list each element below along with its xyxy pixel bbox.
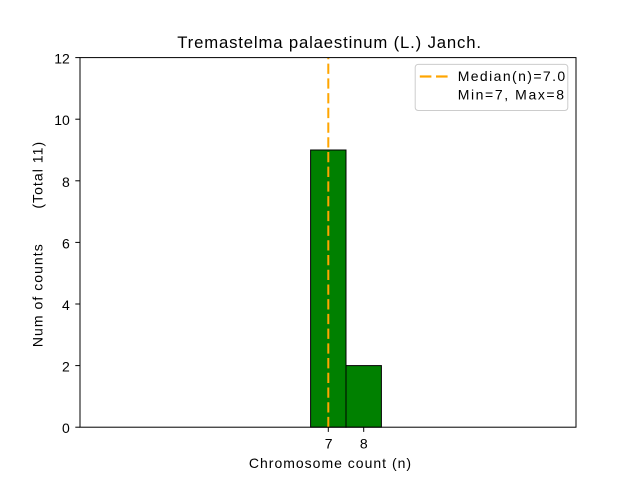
svg-text:12: 12: [54, 51, 70, 67]
svg-text:10: 10: [54, 112, 70, 128]
svg-text:2: 2: [62, 359, 70, 375]
svg-text:Chromosome count (n): Chromosome count (n): [249, 455, 412, 471]
svg-text:6: 6: [62, 235, 70, 251]
svg-text:Num of counts (Total 11): Num of counts (Total 11): [30, 141, 46, 347]
svg-text:8: 8: [62, 174, 70, 190]
svg-text:Min=7, Max=8: Min=7, Max=8: [458, 86, 566, 102]
svg-text:7: 7: [325, 435, 333, 451]
svg-text:0: 0: [62, 420, 70, 436]
svg-text:Tremastelma palaestinum (L.) J: Tremastelma palaestinum (L.) Janch.: [177, 33, 482, 52]
svg-text:Median(n)=7.0: Median(n)=7.0: [458, 68, 567, 84]
svg-text:4: 4: [62, 297, 70, 313]
svg-text:8: 8: [360, 435, 368, 451]
